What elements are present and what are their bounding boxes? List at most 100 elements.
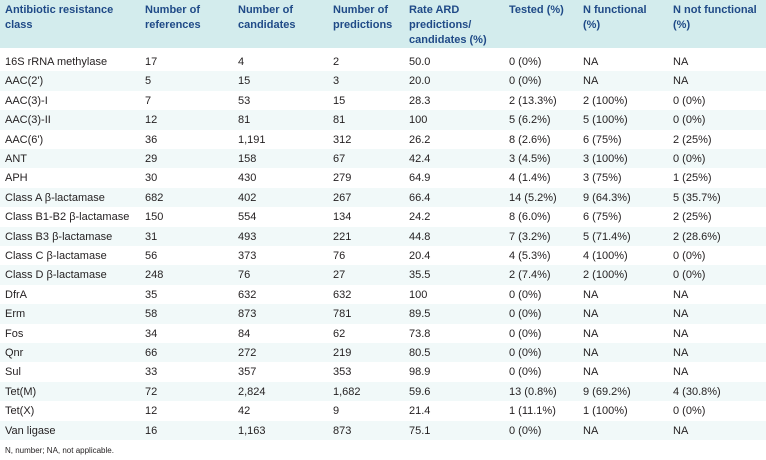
column-header-line: candidates — [238, 19, 296, 31]
column-header-line: N functional — [583, 4, 647, 16]
table-cell-predictions: 27 — [333, 269, 346, 282]
table-cell-predictions: 279 — [333, 172, 352, 185]
table-cell-not-functional: 2 (25%) — [673, 211, 712, 224]
column-header-candidates: Number of candidates — [238, 3, 295, 33]
table-cell-functional: NA — [583, 347, 599, 359]
table-cell-rate: 20.4 — [409, 250, 431, 262]
table-cell-rate: 100 — [409, 288, 428, 301]
table-cell-references: 36 — [145, 133, 158, 146]
table-cell-rate: 59.6 — [409, 385, 431, 398]
table-cell-tested: 0 (0%) — [509, 75, 542, 88]
table-row: Class A β-lactamase 682 402 267 66.4 14 (5.2%… — [0, 187, 766, 208]
column-header-line: Rate ARD — [409, 4, 460, 16]
table-row: Qnr 66 272 219 80.5 0 (0%) NA NA — [0, 343, 766, 363]
table-footnote: N, number; NA, not applicable. — [5, 446, 114, 455]
table-cell-functional: 9 (69.2%) — [583, 385, 631, 398]
table-cell-candidates: 15 — [238, 75, 251, 88]
table-cell-functional: NA — [583, 366, 599, 379]
table-cell-predictions: 312 — [333, 133, 352, 146]
table-row: Class D β-lactamase 248 76 27 35.5 2 (7.4%) 2 … — [0, 265, 766, 285]
table-cell-rate: 21.4 — [409, 405, 431, 418]
table-cell-predictions: 1,682 — [333, 385, 361, 398]
table-cell-functional: 3 (75%) — [583, 172, 622, 185]
table-cell-predictions: 3 — [333, 75, 340, 88]
table-cell-functional: 4 (100%) — [583, 250, 628, 262]
table-cell-class: ANT — [5, 153, 27, 165]
table-cell-tested: 2 (7.4%) — [509, 269, 551, 282]
column-header-predictions: Number of predictions — [333, 3, 392, 33]
table-cell-predictions: 134 — [333, 211, 352, 224]
table-cell-tested: 7 (3.2%) — [509, 230, 551, 243]
table-cell-class: Tet(X) — [5, 405, 35, 418]
table-cell-rate: 98.9 — [409, 366, 431, 379]
table-cell-class: Class D β-lactamase — [5, 269, 107, 282]
table-cell-candidates: 272 — [238, 347, 257, 359]
table-cell-class: AAC(2') — [5, 75, 44, 88]
table-cell-tested: 0 (0%) — [509, 56, 542, 68]
table-cell-functional: NA — [583, 56, 599, 68]
column-header-line: candidates (%) — [409, 34, 487, 46]
table-cell-not-functional: NA — [673, 288, 689, 301]
table-cell-references: 35 — [145, 288, 158, 301]
table-cell-candidates: 84 — [238, 327, 251, 340]
table-cell-rate: 89.5 — [409, 308, 431, 321]
table-cell-rate: 26.2 — [409, 133, 431, 146]
table-cell-predictions: 67 — [333, 153, 346, 165]
column-header-line: N not functional — [673, 4, 757, 16]
table-cell-predictions: 2 — [333, 56, 340, 68]
table-cell-references: 16 — [145, 424, 158, 437]
table-cell-functional: 5 (71.4%) — [583, 230, 631, 243]
table-cell-tested: 4 (5.3%) — [509, 250, 551, 262]
table-cell-tested: 0 (0%) — [509, 308, 542, 321]
table-row: Van ligase 16 1,163 873 75.1 0 (0%) NA NA — [0, 420, 766, 440]
table-cell-references: 5 — [145, 75, 152, 88]
column-header-line: predictions/ — [409, 19, 472, 31]
table-cell-tested: 14 (5.2%) — [509, 191, 557, 204]
table-cell-functional: 3 (100%) — [583, 153, 628, 165]
table-cell-class: Qnr — [5, 347, 24, 359]
table-cell-rate: 24.2 — [409, 211, 431, 224]
table-cell-not-functional: 0 (0%) — [673, 405, 706, 418]
column-header-rate: Rate ARD predictions/candidates (%) — [409, 3, 487, 48]
table-cell-not-functional: 2 (25%) — [673, 133, 712, 146]
table-cell-references: 30 — [145, 172, 158, 185]
table-row: Class C β-lactamase 56 373 76 20.4 4 (5.3%) 4 … — [0, 246, 766, 265]
table-cell-candidates: 4 — [238, 56, 245, 68]
table-cell-candidates: 2,824 — [238, 385, 266, 398]
table-cell-class: Class C β-lactamase — [5, 250, 107, 262]
table-cell-rate: 28.3 — [409, 94, 431, 107]
table-cell-rate: 20.0 — [409, 75, 431, 88]
table-cell-class: 16S rRNA methylase — [5, 56, 108, 68]
column-header-line: Number of — [238, 4, 293, 16]
table-cell-predictions: 219 — [333, 347, 352, 359]
table-cell-class: Erm — [5, 308, 26, 321]
table-cell-rate: 64.9 — [409, 172, 431, 185]
table-cell-rate: 73.8 — [409, 327, 431, 340]
column-header-line: (%) — [673, 19, 691, 31]
table-cell-class: Van ligase — [5, 424, 56, 437]
table-cell-references: 66 — [145, 347, 158, 359]
column-header-line: class — [5, 19, 33, 31]
table-cell-predictions: 267 — [333, 191, 352, 204]
column-header-class: Antibiotic resistance class — [5, 3, 113, 33]
table-row: Tet(M) 72 2,824 1,682 59.6 13 (0.8%) 9 (69.2%)… — [0, 381, 766, 402]
table-cell-not-functional: 1 (25%) — [673, 172, 712, 185]
table-cell-functional: 9 (64.3%) — [583, 191, 631, 204]
table-cell-not-functional: NA — [673, 308, 689, 321]
table-cell-references: 248 — [145, 269, 164, 282]
table-cell-not-functional: NA — [673, 75, 689, 88]
table-cell-references: 7 — [145, 94, 152, 107]
table-cell-predictions: 873 — [333, 424, 352, 437]
column-header-functional: N functional (%) — [583, 3, 647, 33]
table-cell-functional: NA — [583, 75, 599, 88]
table-cell-not-functional: 0 (0%) — [673, 94, 706, 107]
table-cell-functional: 6 (75%) — [583, 133, 622, 146]
table-cell-functional: 2 (100%) — [583, 269, 628, 282]
table-cell-candidates: 554 — [238, 211, 257, 224]
table-cell-candidates: 357 — [238, 366, 257, 379]
table-cell-class: AAC(3)-II — [5, 114, 51, 127]
table-cell-class: Fos — [5, 327, 24, 340]
table-cell-references: 682 — [145, 191, 164, 204]
table-cell-class: APH — [5, 172, 28, 185]
table-cell-tested: 2 (13.3%) — [509, 94, 557, 107]
